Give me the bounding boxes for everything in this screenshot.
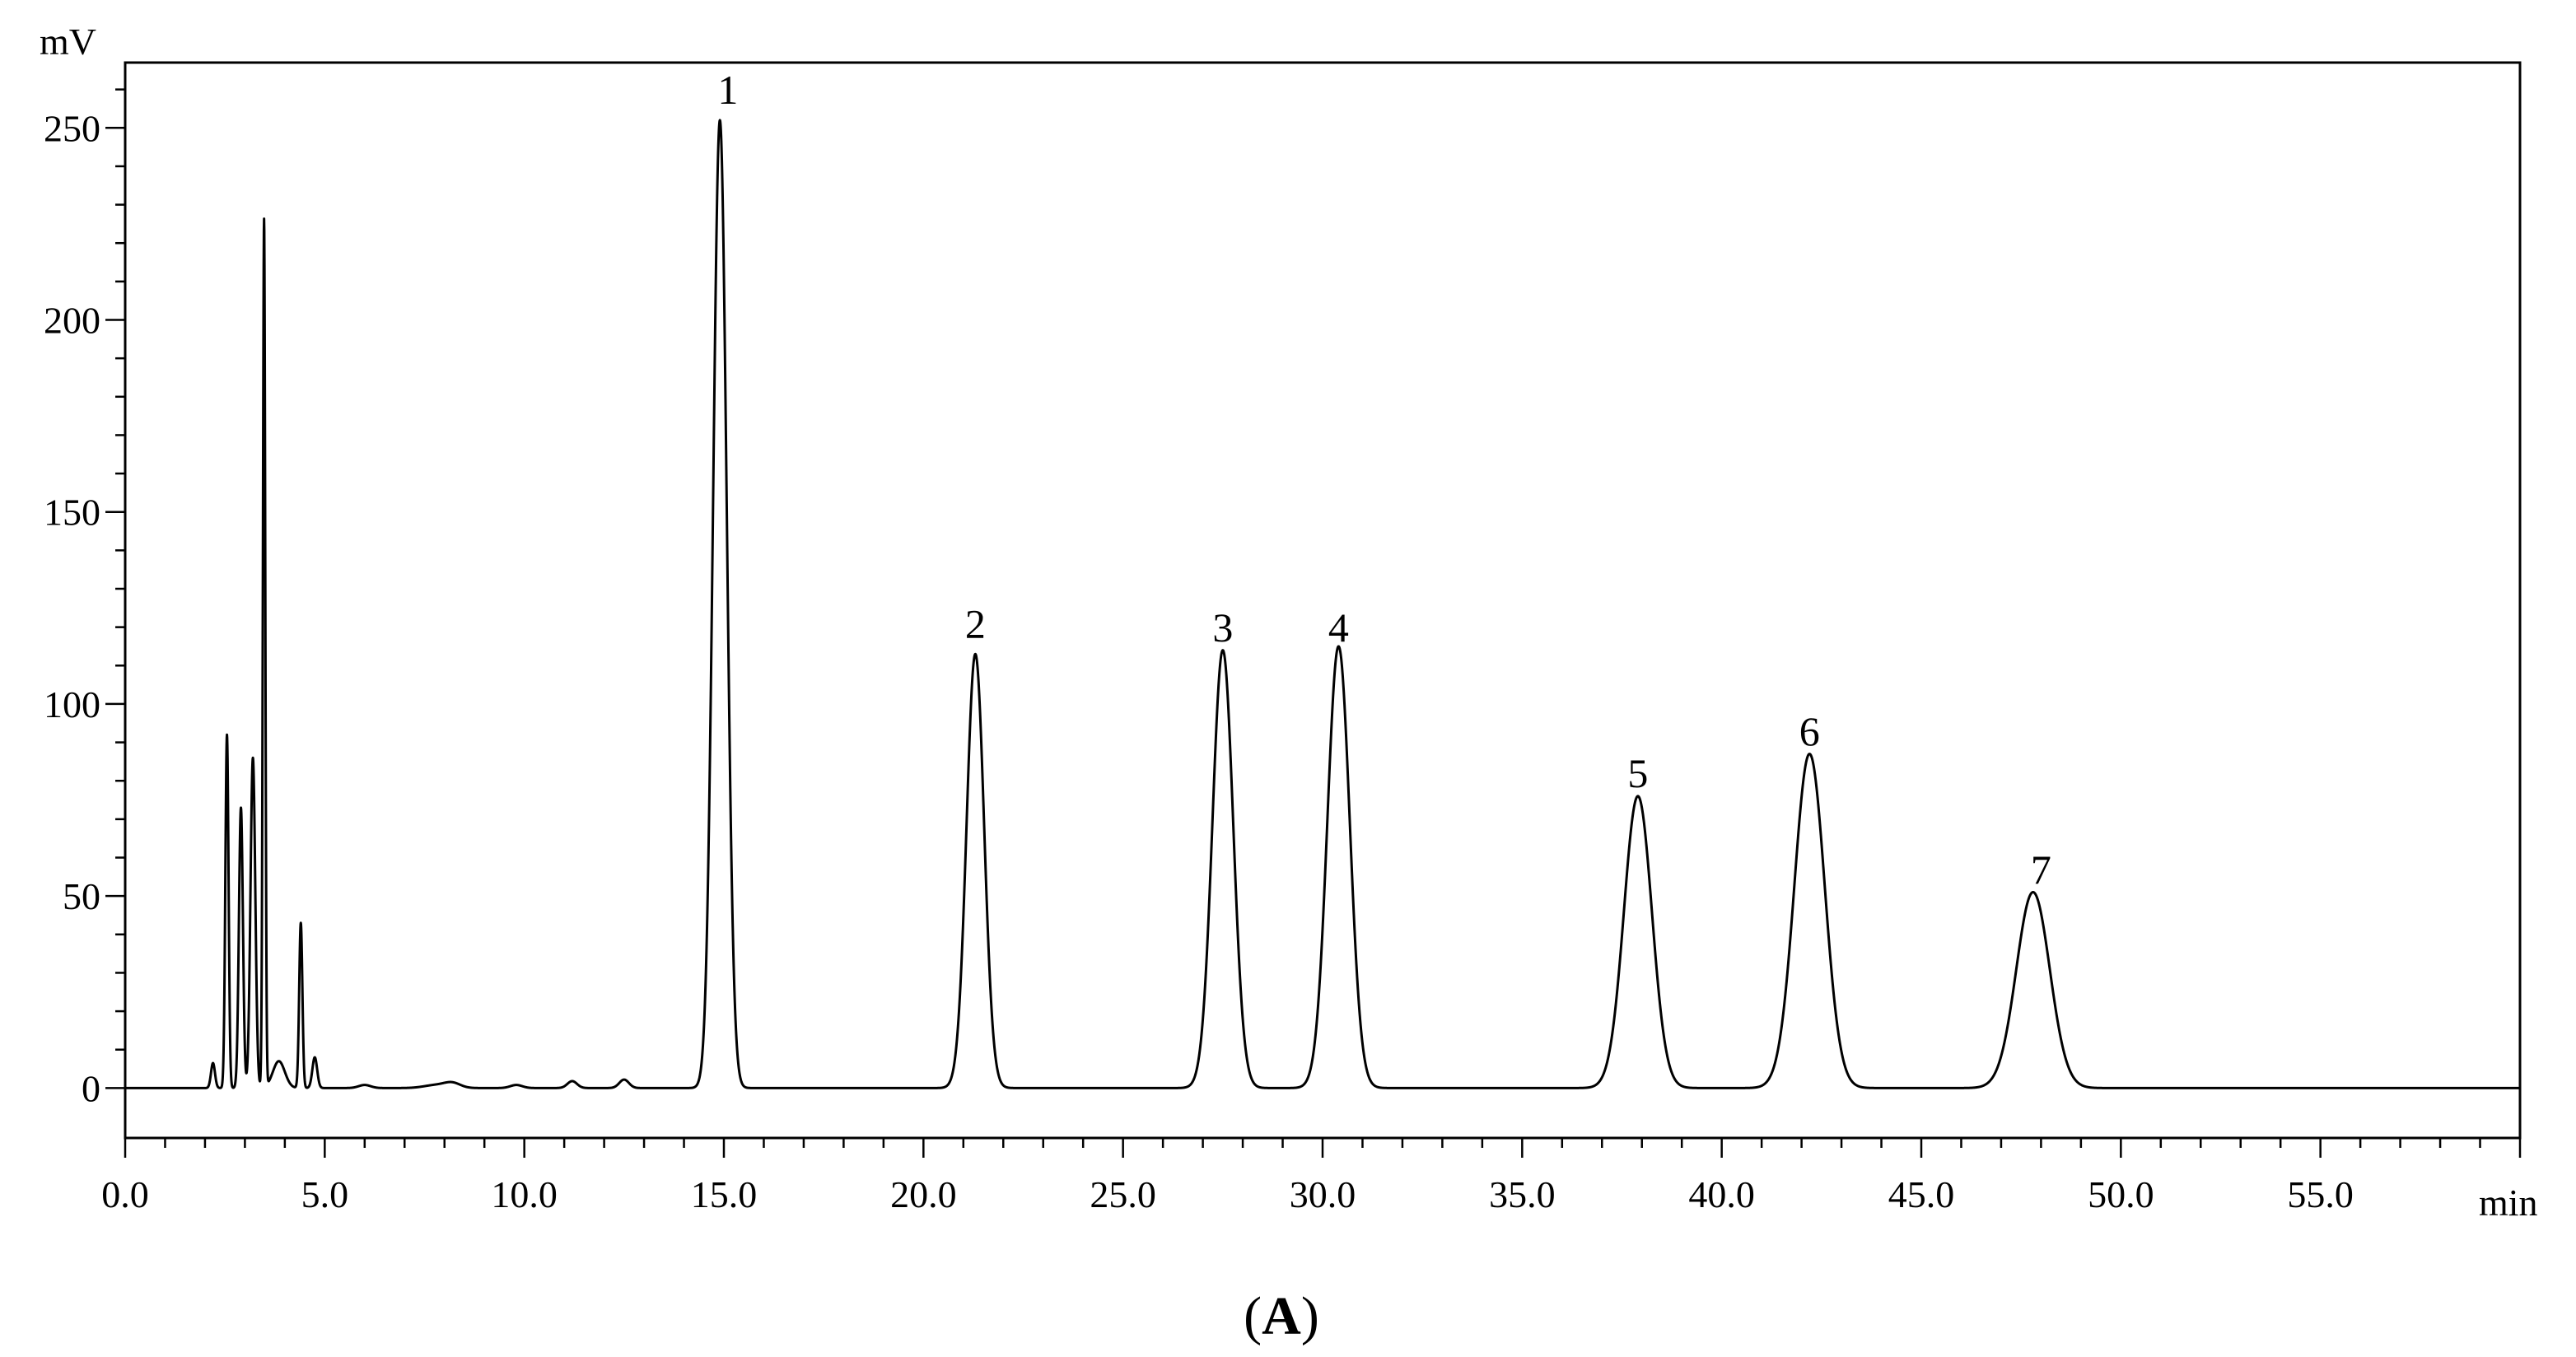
y-axis-unit: mV [40,21,96,63]
y-tick-label: 200 [44,300,100,342]
x-tick-label: 30.0 [1290,1173,1356,1215]
plot-frame [124,61,2522,1140]
chromatogram-trace [124,119,2522,1089]
x-tick-label: 0.0 [101,1173,149,1215]
x-tick-label: 15.0 [691,1173,758,1215]
peak-label-5: 5 [1627,750,1648,796]
x-tick-label: 20.0 [890,1173,957,1215]
x-axis: 0.0 5.0 10.0 15.0 20.0 25.0 30.0 35.0 40.0 45.0 50… [101,1138,2522,1215]
panel-label-open: ( [1244,1286,1262,1346]
y-tick-label: 150 [44,492,100,534]
x-tick-label: 55.0 [2287,1173,2354,1215]
x-tick-label: 5.0 [301,1173,349,1215]
x-axis-unit: min [2479,1182,2538,1224]
peak-label-6: 6 [1799,708,1820,754]
x-tick-label: 40.0 [1688,1173,1755,1215]
plot-border [124,61,2522,1140]
panel-label: (A) [1244,1286,1319,1346]
peak-label-4: 4 [1328,604,1349,651]
x-tick-label: 50.0 [2088,1173,2154,1215]
peak-label-7: 7 [2031,846,2051,893]
y-axis: 0 50 100 150 200 250 [44,88,125,1109]
y-tick-label: 250 [44,107,100,149]
y-tick-label: 0 [82,1067,100,1109]
x-tick-label: 25.0 [1090,1173,1156,1215]
peak-label-1: 1 [717,67,738,113]
peak-labels: 1 2 3 4 5 6 7 [717,67,2051,893]
y-tick-label: 100 [44,683,100,725]
x-tick-label: 10.0 [491,1173,558,1215]
x-tick-label: 35.0 [1489,1173,1556,1215]
peak-label-3: 3 [1212,604,1233,651]
peak-label-2: 2 [965,600,986,646]
x-tick-label: 45.0 [1888,1173,1955,1215]
panel-label-letter: A [1262,1286,1301,1346]
y-tick-label: 50 [63,875,100,917]
panel-label-close: ) [1301,1286,1319,1346]
